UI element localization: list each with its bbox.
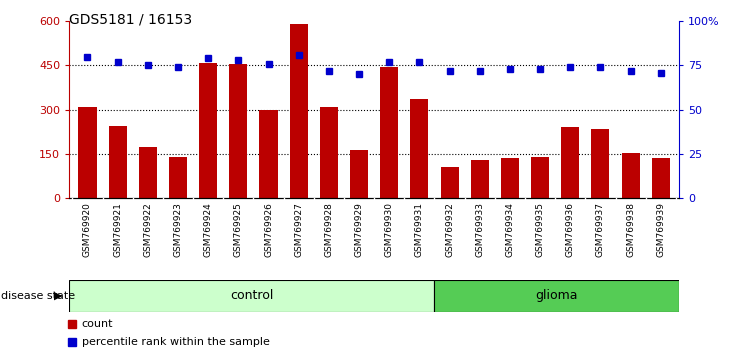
Text: GSM769926: GSM769926 [264,202,273,257]
Text: GDS5181 / 16153: GDS5181 / 16153 [69,12,193,27]
Bar [561,127,580,198]
Text: GSM769924: GSM769924 [204,202,212,257]
Text: GSM769938: GSM769938 [626,202,635,257]
Text: count: count [82,319,113,329]
Text: GSM769928: GSM769928 [324,202,334,257]
Bar [652,159,670,198]
Bar [380,67,399,198]
Text: GSM769929: GSM769929 [355,202,364,257]
Bar [531,157,549,198]
Text: GSM769923: GSM769923 [174,202,182,257]
Bar [410,99,429,198]
Text: disease state: disease state [1,291,76,301]
Bar [471,160,489,198]
Bar [109,126,127,198]
Text: GSM769936: GSM769936 [566,202,575,257]
Bar [440,167,458,198]
Bar [229,64,247,198]
Bar [69,280,434,312]
Text: GSM769939: GSM769939 [656,202,665,257]
Bar [434,280,679,312]
Bar [320,107,338,198]
Bar [591,129,610,198]
Text: glioma: glioma [535,289,578,302]
Bar [259,110,277,198]
Text: GSM769921: GSM769921 [113,202,122,257]
Bar [78,107,96,198]
Text: ▶: ▶ [54,291,63,301]
Text: GSM769931: GSM769931 [415,202,424,257]
Text: GSM769930: GSM769930 [385,202,393,257]
Text: GSM769920: GSM769920 [83,202,92,257]
Text: percentile rank within the sample: percentile rank within the sample [82,337,269,347]
Text: GSM769925: GSM769925 [234,202,243,257]
Text: GSM769932: GSM769932 [445,202,454,257]
Bar [621,153,639,198]
Text: GSM769935: GSM769935 [536,202,545,257]
Text: GSM769934: GSM769934 [505,202,515,257]
Text: GSM769933: GSM769933 [475,202,484,257]
Bar [199,63,218,198]
Text: GSM769937: GSM769937 [596,202,605,257]
Bar [290,24,308,198]
Bar [350,149,368,198]
Bar [139,147,157,198]
Text: control: control [230,289,274,302]
Text: GSM769922: GSM769922 [143,202,153,257]
Bar [501,159,519,198]
Bar [169,157,187,198]
Text: GSM769927: GSM769927 [294,202,303,257]
